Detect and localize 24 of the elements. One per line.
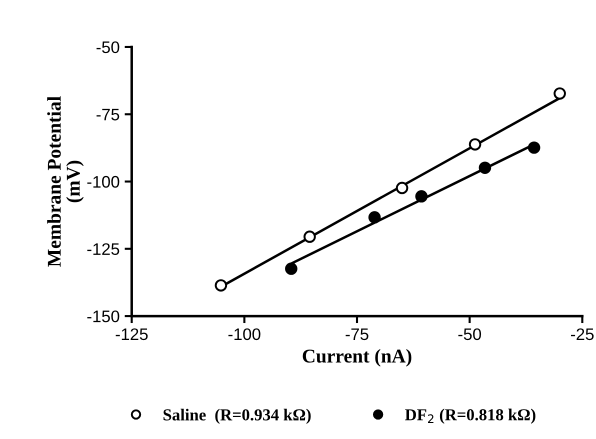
y-tick-label: -125 (87, 243, 120, 256)
y-tick-label: -150 (87, 310, 120, 322)
x-tick-label: -50 (458, 328, 482, 340)
point (415, 190, 428, 203)
point (528, 141, 540, 154)
point (468, 138, 482, 151)
y-axis-title: Membrane Potential (mV) (47, 96, 84, 267)
y-tick-label: -75 (96, 108, 120, 120)
y-tick-label: -100 (87, 176, 120, 188)
point (478, 162, 492, 174)
legend-label: DF$_{2}$ (R=0.818 kΩ) (405, 408, 536, 424)
y-tick-label: -50 (96, 41, 120, 54)
x-tick-label: -125 (116, 328, 148, 340)
point (214, 279, 228, 292)
point (396, 182, 408, 194)
point (304, 230, 316, 243)
point (368, 211, 381, 224)
x-tick-label: -100 (228, 328, 260, 340)
x-axis-title: Current (nA) (302, 348, 412, 367)
legend-label: Saline (R=0.934 kΩ) (164, 408, 311, 424)
x-tick-label: -25 (570, 328, 594, 340)
x-tick-label: -75 (346, 328, 368, 340)
point (554, 87, 566, 100)
point (285, 262, 298, 275)
